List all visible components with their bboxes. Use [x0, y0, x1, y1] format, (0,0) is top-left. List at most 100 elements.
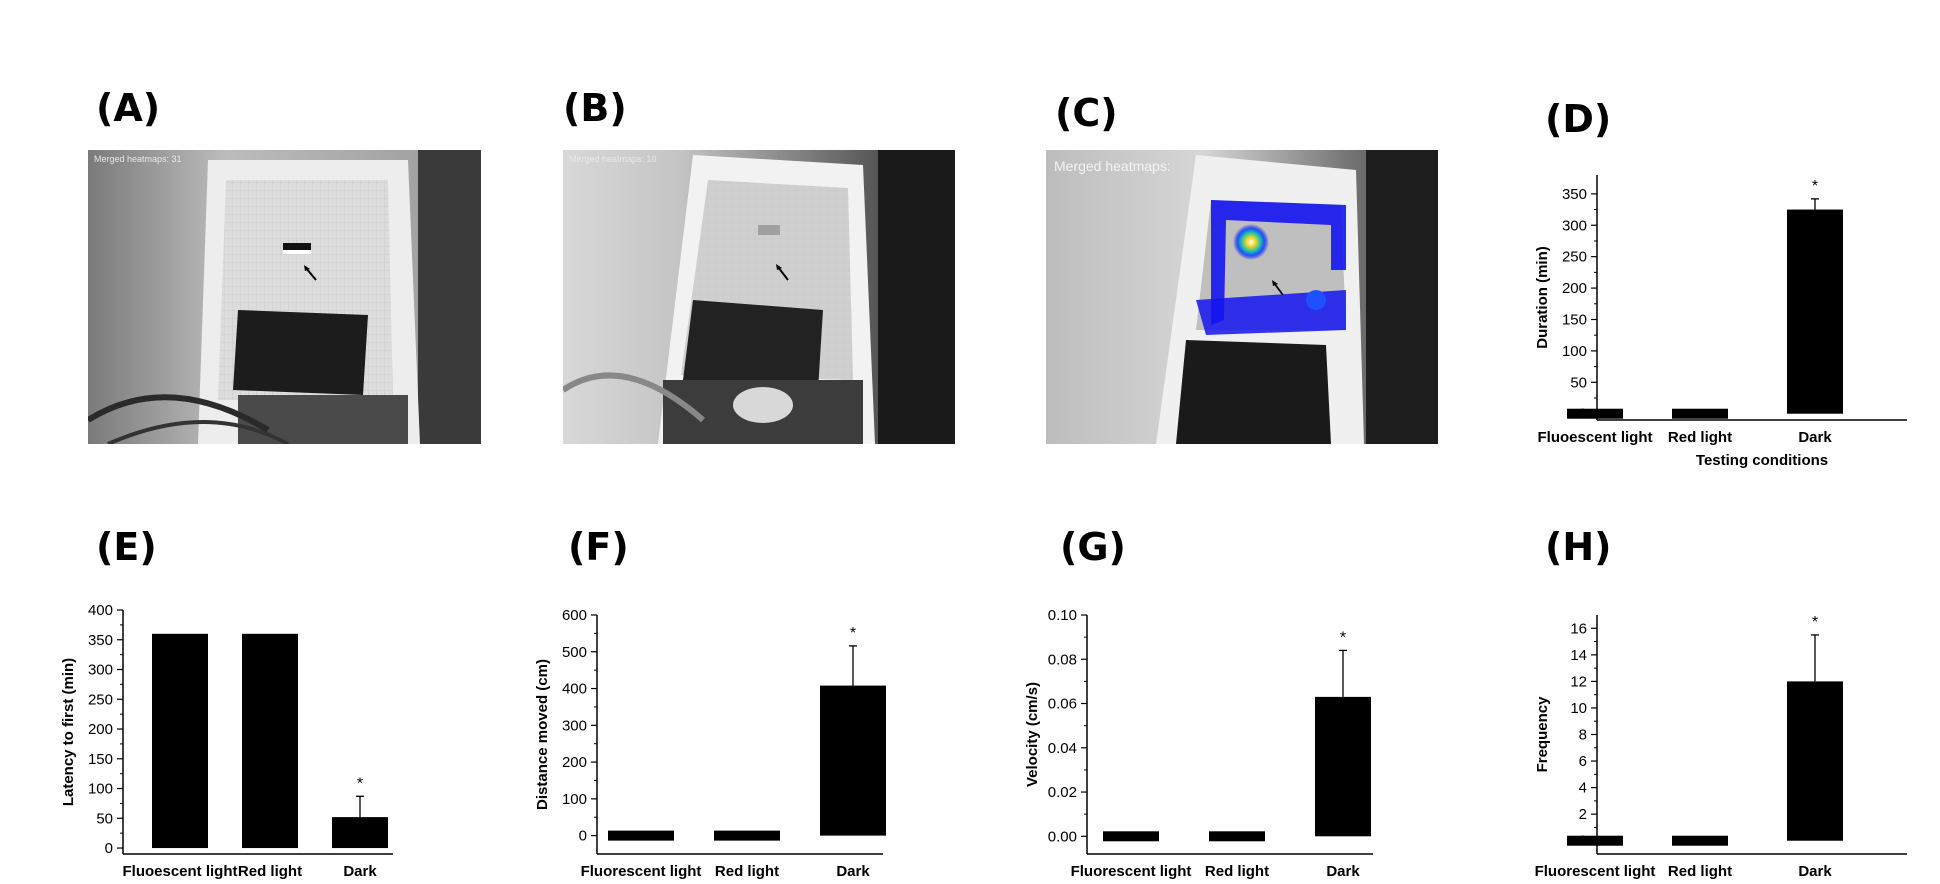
chart-velocity: 0.00 0.02 0.04 0.06 0.08 0.10 Fluorescent ligh…	[1024, 590, 1475, 884]
chart-h-bar	[1672, 835, 1728, 846]
chart-d-xlabel: Testing conditions	[1696, 452, 1828, 469]
chart-e-ytick-label: 0	[105, 840, 113, 857]
chart-e-ytick-label: 150	[88, 751, 113, 768]
chart-velocity-svg: 0.00 0.02 0.04 0.06 0.08 0.10 Fluorescent ligh…	[1024, 607, 1373, 880]
chart-e-bar	[242, 633, 298, 849]
chart-d-ytick-label: 50	[1570, 374, 1587, 391]
chart-g-ytick-label: 0.10	[1048, 607, 1077, 624]
panel-label-b: (B)	[563, 86, 627, 130]
chart-g-significance: *	[1340, 629, 1346, 646]
chart-g-bar	[1103, 831, 1159, 842]
chart-h-ytick-label: 2	[1579, 806, 1587, 823]
chart-d-category-label: Fluoescent light	[1537, 429, 1652, 446]
chart-h-ytick-label: 8	[1579, 727, 1587, 744]
chart-distance: 0 100 200 300 400 500 600 Fluorescent light Red …	[534, 590, 985, 884]
chart-f-bar	[714, 830, 780, 841]
chart-e-category-label: Fluoescent light	[122, 863, 237, 880]
chart-h-category-label: Fluorescent light	[1535, 863, 1656, 880]
chart-f-ytick-label: 500	[562, 644, 587, 661]
chart-h-bar	[1567, 835, 1623, 846]
chart-g-ytick-label: 0.02	[1048, 784, 1077, 801]
chart-d-ytick-label: 200	[1562, 280, 1587, 297]
chart-h-ytick-label: 10	[1570, 700, 1587, 717]
chart-e-ytick-label: 100	[88, 781, 113, 798]
chart-latency-svg: 0 50 100 150 200 250 300 350 400 Fluoescent light…	[60, 602, 393, 880]
panel-label-h: (H)	[1545, 525, 1612, 569]
chart-e-ytick-label: 350	[88, 632, 113, 649]
chart-e-bar	[152, 633, 208, 849]
photo-a-overlay: Merged heatmaps: 31	[94, 154, 182, 164]
chart-d-ytick-label: 100	[1562, 343, 1587, 360]
chart-f-significance: *	[850, 625, 856, 642]
chart-h-ytick-label: 14	[1570, 647, 1587, 664]
panel-label-a: (A)	[96, 86, 161, 130]
chart-e-ylabel: Latency to first (min)	[60, 658, 77, 806]
chart-f-bar	[608, 830, 674, 841]
chart-duration: 050100150200250300350Fluoescent lightRed…	[1515, 150, 1940, 480]
chart-d-bar	[1672, 408, 1728, 419]
chart-f-ylabel: Distance moved (cm)	[534, 659, 551, 810]
chart-e-significance: *	[357, 775, 363, 792]
chart-h-ytick-label: 12	[1570, 673, 1587, 690]
chart-g-ytick-label: 0.06	[1048, 696, 1077, 713]
chart-h-category-label: Dark	[1798, 863, 1832, 880]
chart-f-ytick-label: 300	[562, 717, 587, 734]
chart-f-category-label: Fluorescent light	[581, 863, 702, 880]
chart-d-ytick-label: 150	[1562, 311, 1587, 328]
chart-d-category-label: Red light	[1668, 429, 1732, 446]
chart-e-bar	[332, 817, 388, 849]
panel-label-e: (E)	[96, 525, 157, 569]
chart-h-ylabel: Frequency	[1534, 696, 1551, 773]
chart-g-category-label: Fluorescent light	[1071, 863, 1192, 880]
chart-d-bar	[1787, 209, 1843, 414]
panel-label-g: (G)	[1060, 525, 1126, 569]
chart-h-category-label: Red light	[1668, 863, 1732, 880]
chart-e-category-label: Red light	[238, 863, 302, 880]
panel-label-c: (C)	[1055, 91, 1118, 135]
chart-e-ytick-label: 400	[88, 602, 113, 619]
photo-a: Merged heatmaps: 31	[88, 150, 481, 444]
chart-f-bar	[820, 685, 886, 836]
chart-f-category-label: Red light	[715, 863, 779, 880]
chart-f-ytick-label: 600	[562, 607, 587, 624]
chart-h-bar	[1787, 681, 1843, 841]
chart-latency: 0 50 100 150 200 250 300 350 400 Fluoescent light…	[60, 590, 500, 884]
chart-g-bar	[1315, 696, 1371, 837]
chart-e-category-label: Dark	[343, 863, 377, 880]
photo-c-heatmap: Merged heatmaps:	[1046, 150, 1438, 444]
chart-f-ytick-label: 100	[562, 791, 587, 808]
photo-b: Merged heatmaps: 10	[563, 150, 955, 444]
chart-d-significance: *	[1812, 178, 1818, 195]
chart-e-ytick-label: 300	[88, 662, 113, 679]
chart-d-ytick-label: 250	[1562, 249, 1587, 266]
chart-g-bar	[1209, 831, 1265, 842]
chart-h-ytick-label: 6	[1579, 753, 1587, 770]
chart-e-ytick-label: 250	[88, 691, 113, 708]
chart-e-ytick-label: 200	[88, 721, 113, 738]
chart-g-ylabel: Velocity (cm/s)	[1024, 682, 1041, 787]
chart-f-ytick-label: 200	[562, 754, 587, 771]
chart-d-category-label: Dark	[1798, 429, 1832, 446]
chart-g-ytick-label: 0.08	[1048, 651, 1077, 668]
chart-h-ytick-label: 16	[1570, 620, 1587, 637]
chart-f-ytick-label: 400	[562, 681, 587, 698]
photo-c-overlay: Merged heatmaps:	[1054, 158, 1171, 174]
panel-label-d: (D)	[1545, 97, 1612, 141]
chart-f-category-label: Dark	[836, 863, 870, 880]
chart-duration-svg: 050100150200250300350Fluoescent lightRed…	[1534, 175, 1907, 469]
chart-d-ylabel: Duration (min)	[1534, 246, 1551, 349]
photo-b-overlay: Merged heatmaps: 10	[569, 154, 657, 164]
chart-g-ytick-label: 0.00	[1048, 828, 1077, 845]
chart-d-ytick-label: 350	[1562, 186, 1587, 203]
chart-h-ytick-label: 4	[1579, 780, 1587, 797]
chart-h-significance: *	[1812, 614, 1818, 631]
chart-g-category-label: Red light	[1205, 863, 1269, 880]
chart-f-ytick-label: 0	[579, 828, 587, 845]
chart-d-bar	[1567, 408, 1623, 419]
chart-g-category-label: Dark	[1326, 863, 1360, 880]
chart-e-ytick-label: 50	[96, 810, 113, 827]
chart-g-ytick-label: 0.04	[1048, 740, 1077, 757]
chart-d-ytick-label: 300	[1562, 217, 1587, 234]
